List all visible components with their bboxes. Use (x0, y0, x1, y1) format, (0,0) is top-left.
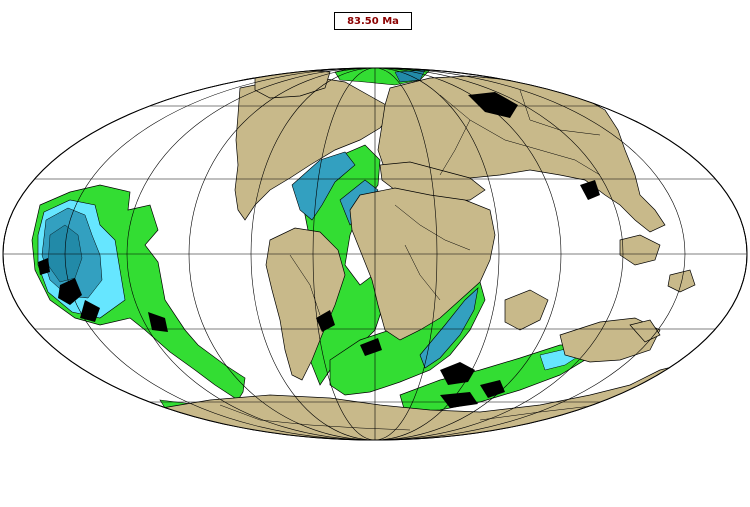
southeast-asia (619, 234, 661, 266)
plate-boundaries (219, 89, 601, 431)
black-features (38, 92, 600, 408)
pacific-feature-4 (38, 258, 50, 275)
age-label-box: 83.50 Ma (334, 12, 412, 30)
continents (148, 69, 721, 440)
atlantic-feature-1 (316, 310, 335, 332)
siberian-feature (468, 92, 518, 118)
pacific-feature-3 (148, 312, 168, 332)
indian-landmass (504, 289, 549, 331)
indian-old-crust (419, 287, 479, 369)
indian-feature-1 (440, 362, 475, 385)
atlantic-old-crust (291, 151, 356, 221)
southern-feature (440, 392, 478, 408)
age-label: 83.50 Ma (347, 15, 399, 27)
south-america (265, 227, 346, 381)
asia-feature (580, 180, 600, 200)
africa (349, 187, 496, 341)
indian-feature-2 (480, 380, 505, 398)
pacific-feature-1 (58, 278, 82, 305)
indian-feature-3 (360, 338, 382, 356)
north-america (234, 77, 396, 221)
pacific-feature-2 (80, 300, 100, 322)
